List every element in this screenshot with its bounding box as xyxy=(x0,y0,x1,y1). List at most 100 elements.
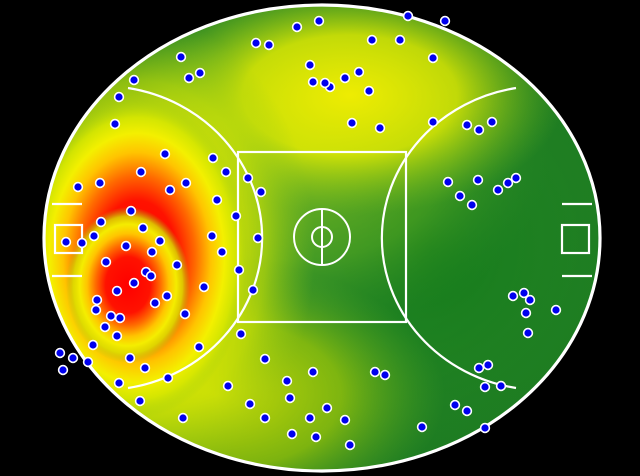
scatter-point xyxy=(427,52,439,64)
scatter-point xyxy=(88,230,100,242)
scatter-point xyxy=(339,414,351,426)
scatter-point xyxy=(94,177,106,189)
scatter-point xyxy=(76,237,88,249)
scatter-point xyxy=(461,119,473,131)
scatter-point xyxy=(222,380,234,392)
scatter-point xyxy=(522,327,534,339)
scatter-point xyxy=(366,34,378,46)
scatter-point xyxy=(394,34,406,46)
scatter-point xyxy=(259,412,271,424)
scatter-point xyxy=(177,412,189,424)
scatter-point xyxy=(72,181,84,193)
scatter-point xyxy=(263,39,275,51)
scatter-point xyxy=(307,76,319,88)
field-markings xyxy=(52,86,592,390)
scatter-point xyxy=(100,256,112,268)
scatter-point xyxy=(472,174,484,186)
scatter-point xyxy=(473,124,485,136)
scatter-point xyxy=(113,377,125,389)
scatter-point xyxy=(193,341,205,353)
scatter-point xyxy=(442,176,454,188)
scatter-point xyxy=(479,381,491,393)
scatter-point xyxy=(145,270,157,282)
scatter-points-layer xyxy=(54,10,562,451)
scatter-point xyxy=(518,287,530,299)
scatter-point xyxy=(82,356,94,368)
scatter-point xyxy=(164,184,176,196)
scatter-point xyxy=(304,59,316,71)
scatter-point xyxy=(473,362,485,374)
scatter-point xyxy=(149,297,161,309)
scatter-point xyxy=(402,10,414,22)
scatter-point xyxy=(216,246,228,258)
scatter-point xyxy=(247,284,259,296)
scatter-point xyxy=(259,353,271,365)
scatter-point xyxy=(207,152,219,164)
scatter-point xyxy=(111,330,123,342)
scatter-point xyxy=(162,372,174,384)
scatter-point xyxy=(492,184,504,196)
scatter-point xyxy=(159,148,171,160)
heat-hot-peak xyxy=(66,207,190,363)
scatter-point xyxy=(507,290,519,302)
scatter-point xyxy=(67,352,79,364)
scatter-point xyxy=(242,172,254,184)
scatter-point xyxy=(284,392,296,404)
scatter-point xyxy=(291,21,303,33)
scatter-point xyxy=(198,281,210,293)
scatter-point xyxy=(466,199,478,211)
scatter-point xyxy=(244,398,256,410)
scatter-point xyxy=(304,412,316,424)
scatter-point xyxy=(91,294,103,306)
scatter-point xyxy=(154,235,166,247)
centre-square xyxy=(236,150,408,324)
scatter-point xyxy=(137,222,149,234)
scatter-point xyxy=(171,259,183,271)
scatter-point xyxy=(194,67,206,79)
fifty-metre-arc-right xyxy=(380,86,517,390)
scatter-point xyxy=(134,395,146,407)
scatter-point xyxy=(105,310,117,322)
scatter-point xyxy=(310,431,322,443)
scatter-point xyxy=(286,428,298,440)
scatter-point xyxy=(135,166,147,178)
scatter-point xyxy=(321,402,333,414)
scatter-point xyxy=(128,74,140,86)
scatter-point xyxy=(54,347,66,359)
scatter-point xyxy=(250,37,262,49)
scatter-point xyxy=(252,232,264,244)
scatter-point xyxy=(374,122,386,134)
scatter-point xyxy=(439,15,451,27)
scatter-point xyxy=(307,366,319,378)
scatter-point xyxy=(111,285,123,297)
scatter-point xyxy=(520,307,532,319)
scatter-point xyxy=(486,116,498,128)
scatter-point xyxy=(550,304,562,316)
ground-boundary xyxy=(42,3,602,473)
scatter-point xyxy=(60,236,72,248)
scatter-point xyxy=(57,364,69,376)
scatter-point xyxy=(206,230,218,242)
scatter-point xyxy=(183,72,195,84)
scatter-point xyxy=(99,321,111,333)
scatter-point xyxy=(175,51,187,63)
scatter-point xyxy=(510,172,522,184)
scatter-point xyxy=(125,205,137,217)
scatter-point xyxy=(281,375,293,387)
scatter-point xyxy=(379,369,391,381)
scatter-point xyxy=(479,422,491,434)
scatter-point xyxy=(416,421,428,433)
scatter-point xyxy=(363,85,375,97)
goal-square-right xyxy=(560,223,591,255)
scatter-point xyxy=(220,166,232,178)
scatter-point xyxy=(313,15,325,27)
scatter-point xyxy=(211,194,223,206)
scatter-point xyxy=(255,186,267,198)
scatter-point xyxy=(502,177,514,189)
scatter-point xyxy=(161,290,173,302)
scatter-point xyxy=(114,312,126,324)
scatter-point xyxy=(495,380,507,392)
scatter-point xyxy=(353,66,365,78)
